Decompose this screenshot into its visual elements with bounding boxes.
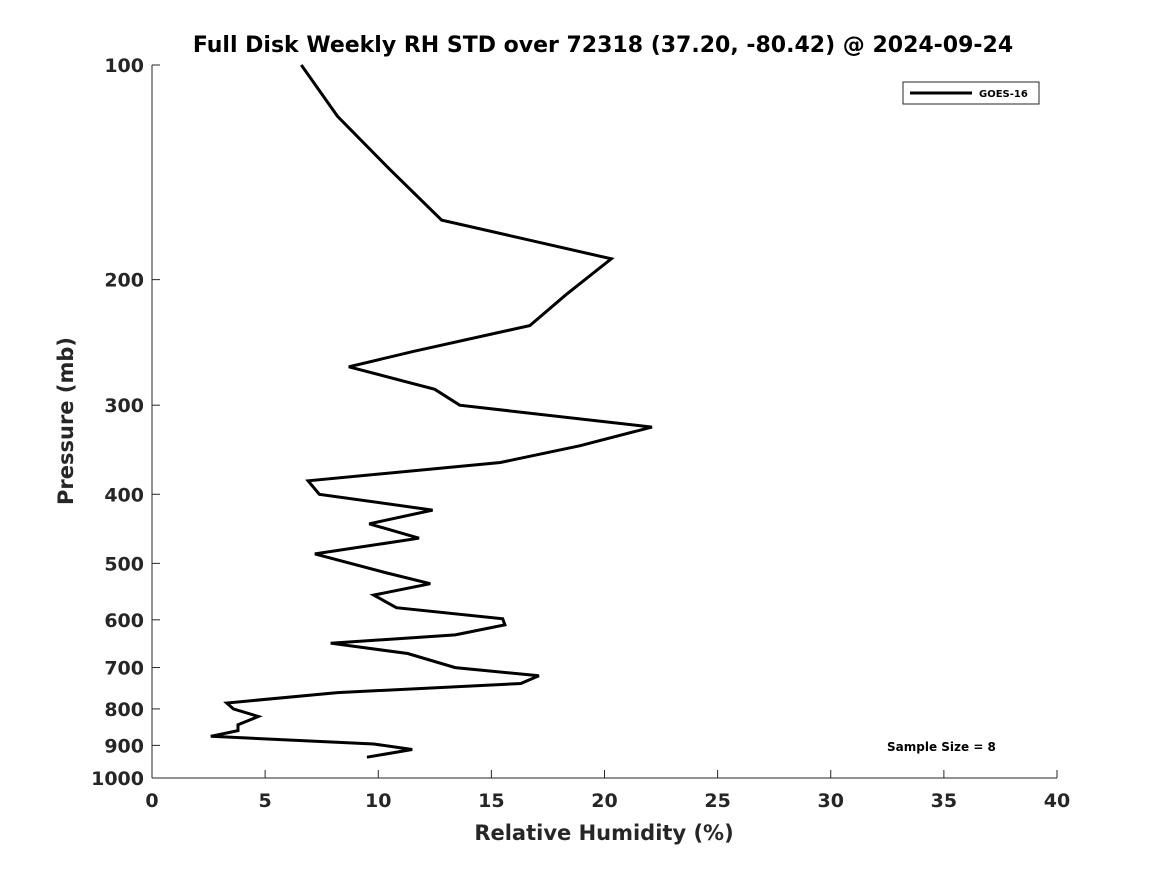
x-tick-label: 15 bbox=[478, 790, 504, 812]
chart-title: Full Disk Weekly RH STD over 72318 (37.2… bbox=[193, 33, 1013, 58]
x-tick-label: 25 bbox=[704, 790, 730, 812]
y-tick-label: 100 bbox=[104, 55, 144, 77]
x-axis-label: Relative Humidity (%) bbox=[474, 821, 733, 845]
x-tick-label: 30 bbox=[818, 790, 844, 812]
x-tick-label: 35 bbox=[931, 790, 957, 812]
y-axis-ticks: 100 200 300 400 500 600 700 800 900 1000 bbox=[91, 55, 160, 790]
series-line-goes-16 bbox=[210, 64, 653, 759]
y-axis-label: Pressure (mb) bbox=[54, 337, 78, 505]
legend-entry-label: GOES-16 bbox=[979, 89, 1028, 100]
x-tick-label: 5 bbox=[259, 790, 272, 812]
y-tick-label: 600 bbox=[104, 610, 144, 632]
series-layer bbox=[210, 64, 653, 759]
y-tick-label: 1000 bbox=[91, 768, 144, 790]
x-tick-label: 40 bbox=[1044, 790, 1070, 812]
y-tick-label: 300 bbox=[104, 395, 144, 417]
y-tick-label: 900 bbox=[104, 735, 144, 757]
y-tick-label: 700 bbox=[104, 658, 144, 680]
y-tick-label: 200 bbox=[104, 270, 144, 292]
x-tick-label: 20 bbox=[591, 790, 617, 812]
x-tick-label: 0 bbox=[145, 790, 158, 812]
y-tick-label: 500 bbox=[104, 553, 144, 575]
y-tick-label: 800 bbox=[104, 699, 144, 721]
x-axis-ticks: 0 5 10 15 20 25 30 35 40 bbox=[145, 770, 1070, 812]
sample-size-annotation: Sample Size = 8 bbox=[887, 740, 996, 754]
x-tick-label: 10 bbox=[365, 790, 391, 812]
y-tick-label: 400 bbox=[104, 484, 144, 506]
legend: GOES-16 bbox=[902, 81, 1040, 105]
